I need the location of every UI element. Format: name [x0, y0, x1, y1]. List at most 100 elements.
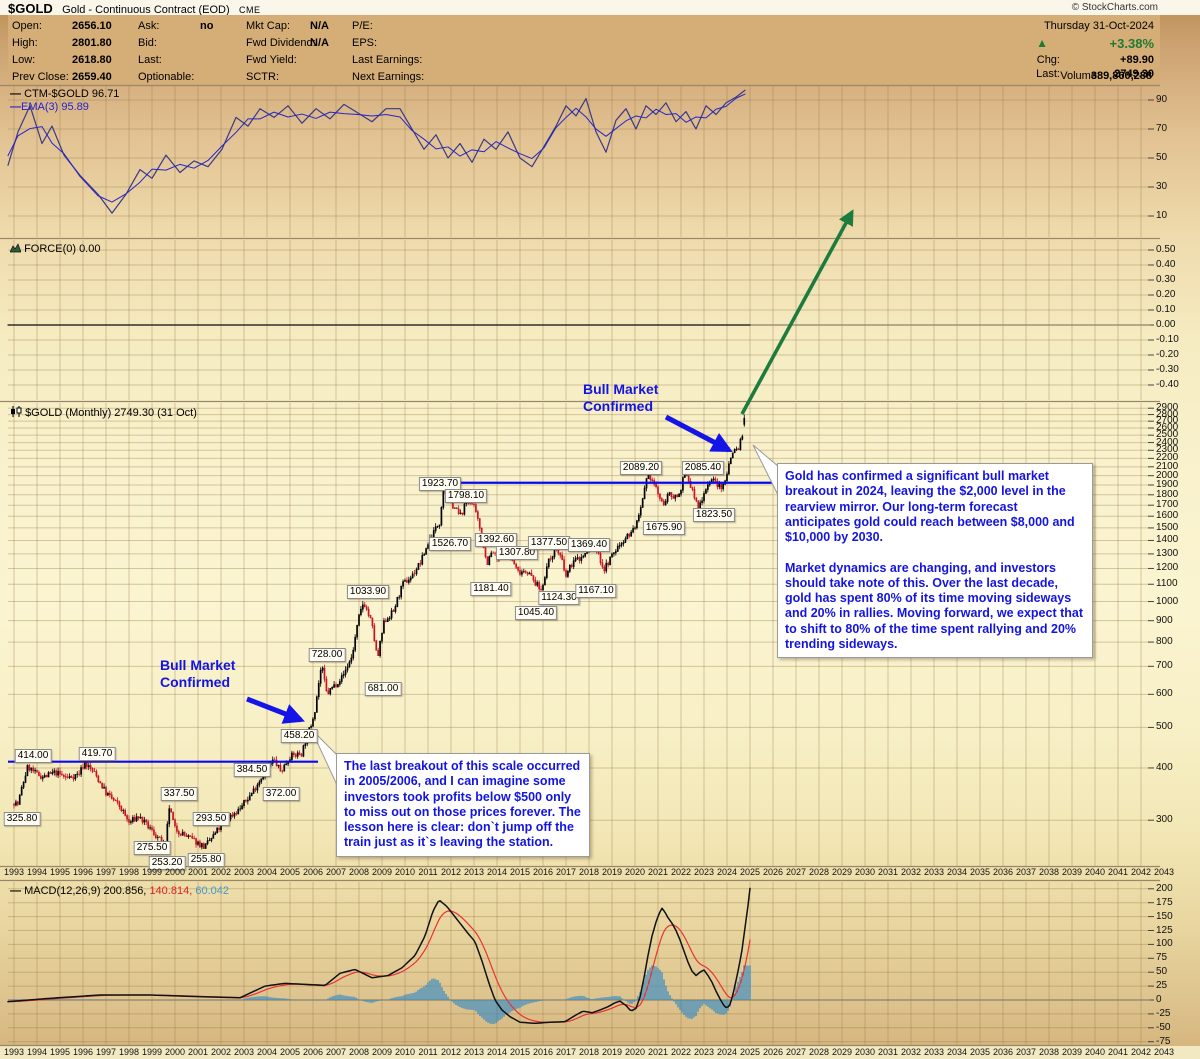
y-axis-tick: 150 — [1156, 910, 1173, 922]
x-axis-year-label: 2003 — [233, 1047, 255, 1057]
x-axis-year-label: 2008 — [348, 1047, 370, 1057]
quote-labels-col4: P/E: EPS: Last Earnings: Next Earnings: — [352, 20, 425, 83]
macd-signal-value: 140.814, — [149, 885, 193, 897]
x-axis-year-label: 2024 — [716, 1047, 738, 1057]
x-axis-year-label: 2018 — [578, 1047, 600, 1057]
price-label: 253.20 — [148, 856, 186, 870]
x-axis-year-label: 1996 — [72, 1047, 94, 1057]
y-axis-tick: 2600 — [1156, 422, 1179, 434]
price-label: 1526.70 — [428, 537, 472, 551]
x-axis-year-label: 1998 — [118, 1047, 140, 1057]
x-axis-year-label: 1997 — [95, 867, 117, 877]
x-axis-year-label: 2024 — [716, 867, 738, 877]
x-axis-year-label: 1995 — [49, 867, 71, 877]
y-axis-tick: 600 — [1156, 688, 1173, 700]
forecast-callout-box: Gold has confirmed a significant bull ma… — [777, 463, 1093, 658]
x-axis-year-label: 2034 — [946, 1047, 968, 1057]
x-axis-year-label: 2032 — [900, 1047, 922, 1057]
x-axis-year-label: 2023 — [693, 867, 715, 877]
x-axis-year-label: 2020 — [624, 1047, 646, 1057]
y-axis-tick: 200 — [1156, 882, 1173, 894]
quote-values-col2: no — [200, 20, 214, 32]
x-axis-year-label: 2019 — [601, 867, 623, 877]
x-axis-year-label: 1993 — [3, 1047, 25, 1057]
y-axis-tick: 1300 — [1156, 547, 1179, 559]
price-label: 275.50 — [133, 841, 171, 855]
y-axis-tick: 30 — [1156, 181, 1168, 192]
x-axis-year-label: 2027 — [785, 1047, 807, 1057]
y-axis-tick: 2000 — [1156, 469, 1179, 481]
y-axis-tick: 2700 — [1156, 415, 1179, 427]
x-axis-year-label: 2012 — [440, 867, 462, 877]
x-axis-year-label: 2015 — [509, 867, 531, 877]
y-axis-tick: 800 — [1156, 636, 1173, 648]
x-axis-year-label: 1999 — [141, 1047, 163, 1057]
y-axis-tick: 0.00 — [1156, 319, 1176, 330]
x-axis-year-label: 2011 — [418, 1047, 438, 1057]
bottom-axis-strip — [0, 1046, 1200, 1059]
price-label: 1167.10 — [575, 584, 617, 598]
y-axis-tick: 90 — [1156, 94, 1168, 105]
x-axis-year-label: 2020 — [624, 867, 646, 877]
price-label: 1045.40 — [514, 606, 558, 620]
x-axis-year-label: 2014 — [486, 867, 508, 877]
y-axis-tick: 50 — [1156, 152, 1168, 163]
y-axis-tick: -0.30 — [1156, 364, 1179, 375]
y-axis-tick: 2500 — [1156, 429, 1179, 441]
price-legend: $GOLD (Monthly) 2749.30 (31 Oct) — [10, 406, 197, 420]
price-label: 681.00 — [364, 682, 402, 696]
y-axis-tick: 0.30 — [1156, 274, 1176, 285]
ctm-legend: — CTM-$GOLD 96.71 — [10, 88, 119, 101]
x-axis-year-label: 2001 — [187, 1047, 209, 1057]
y-axis-tick: 10 — [1156, 210, 1168, 221]
x-axis-year-label: 2031 — [877, 1047, 899, 1057]
x-axis-year-label: 2037 — [1015, 1047, 1037, 1057]
price-label: 372.00 — [262, 787, 300, 801]
x-axis-year-label: 2014 — [486, 1047, 508, 1057]
chart-title-row: $GOLD Gold - Continuous Contract (EOD) C… — [8, 1, 261, 16]
x-axis-year-label: 2012 — [440, 1047, 462, 1057]
x-axis-year-label: 2033 — [923, 867, 945, 877]
x-axis-year-label: 2040 — [1084, 1047, 1106, 1057]
y-axis-tick: 1000 — [1156, 595, 1179, 607]
x-axis-year-label: 2038 — [1038, 867, 1060, 877]
ctm-line-swatch: — — [10, 88, 21, 100]
x-axis-year-label: 2021 — [647, 1047, 669, 1057]
x-axis-year-label: 2029 — [831, 1047, 853, 1057]
y-axis-tick: 300 — [1156, 814, 1173, 826]
x-axis-year-label: 2030 — [854, 867, 876, 877]
price-label: 1181.40 — [470, 582, 512, 596]
y-axis-tick: 70 — [1156, 123, 1168, 134]
x-axis-year-label: 2010 — [394, 867, 416, 877]
x-axis-year-label: 2028 — [808, 867, 830, 877]
y-axis-tick: 0 — [1156, 994, 1162, 1005]
x-axis-year-label: 2008 — [348, 867, 370, 877]
price-legend-label: $GOLD (Monthly) 2749.30 (31 Oct) — [25, 407, 197, 419]
x-axis-year-label: 1994 — [26, 1047, 48, 1057]
x-axis-year-label: 2042 — [1130, 867, 1152, 877]
x-axis-year-label: 2015 — [509, 1047, 531, 1057]
y-axis-tick: -25 — [1156, 1007, 1171, 1019]
ema-legend-label: EMA(3) 95.89 — [21, 101, 89, 113]
ticker-exchange: CME — [239, 5, 261, 15]
x-axis-year-label: 2017 — [555, 867, 577, 877]
x-axis-year-label: 2041 — [1107, 867, 1129, 877]
last-value: 2749.30 — [1114, 68, 1154, 80]
x-axis-year-label: 2022 — [670, 1047, 692, 1057]
price-label: 419.70 — [78, 747, 116, 761]
quote-header: Open: High: Low: Prev Close: 2656.10 2801.8… — [8, 15, 1160, 86]
x-axis-year-label: 2007 — [325, 867, 347, 877]
y-axis-tick: -75 — [1156, 1035, 1171, 1047]
y-axis-tick: -50 — [1156, 1021, 1171, 1033]
x-axis-year-label: 2043 — [1153, 1047, 1175, 1057]
y-axis-tick: 0.40 — [1156, 259, 1176, 270]
price-label: 384.50 — [233, 763, 271, 777]
x-axis-year-label: 2013 — [463, 1047, 485, 1057]
price-label: 2089.20 — [619, 461, 663, 475]
x-axis-year-label: 2006 — [302, 867, 324, 877]
y-axis-tick: -0.40 — [1156, 379, 1179, 390]
stockcharts-copyright-link[interactable]: © StockCharts.com — [1071, 2, 1158, 13]
y-axis-tick: 1700 — [1156, 499, 1179, 511]
x-axis-year-label: 2002 — [210, 867, 232, 877]
price-label: 1923.70 — [418, 477, 462, 491]
